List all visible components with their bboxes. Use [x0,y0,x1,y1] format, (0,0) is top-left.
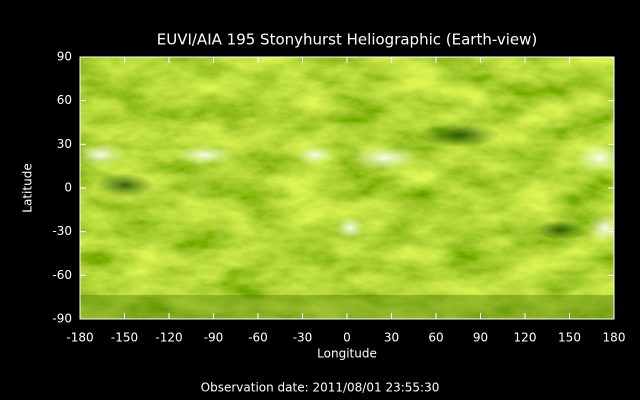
y-axis-label: Latitude [21,163,35,212]
x-tick-label: 90 [473,331,488,345]
y-tick-label: 0 [64,181,72,195]
x-tick-label: -180 [66,331,93,345]
x-tick-label: -60 [248,331,268,345]
map-image [80,57,614,319]
x-tick-label: -90 [204,331,224,345]
y-tick-label: 60 [57,93,72,107]
x-axis-label: Longitude [317,347,377,361]
y-tick-label: -30 [52,224,72,238]
x-tick-label: -120 [155,331,182,345]
chart-title: EUVI/AIA 195 Stonyhurst Heliographic (Ea… [157,31,538,49]
y-tick-label: 90 [57,50,72,64]
x-tick-label: 120 [514,331,537,345]
footer: Observation date: 2011/08/01 23:55:30 [201,381,440,395]
x-tick-label: 60 [428,331,443,345]
y-tick-label: 30 [57,137,72,151]
x-tick-label: 0 [343,331,351,345]
y-tick-label: -90 [52,312,72,326]
x-tick-label: -150 [111,331,138,345]
x-tick-label: 30 [384,331,399,345]
x-tick-label: 150 [558,331,581,345]
y-tick-label: -60 [52,268,72,282]
x-tick-label: -30 [293,331,313,345]
x-tick-label: 180 [603,331,626,345]
